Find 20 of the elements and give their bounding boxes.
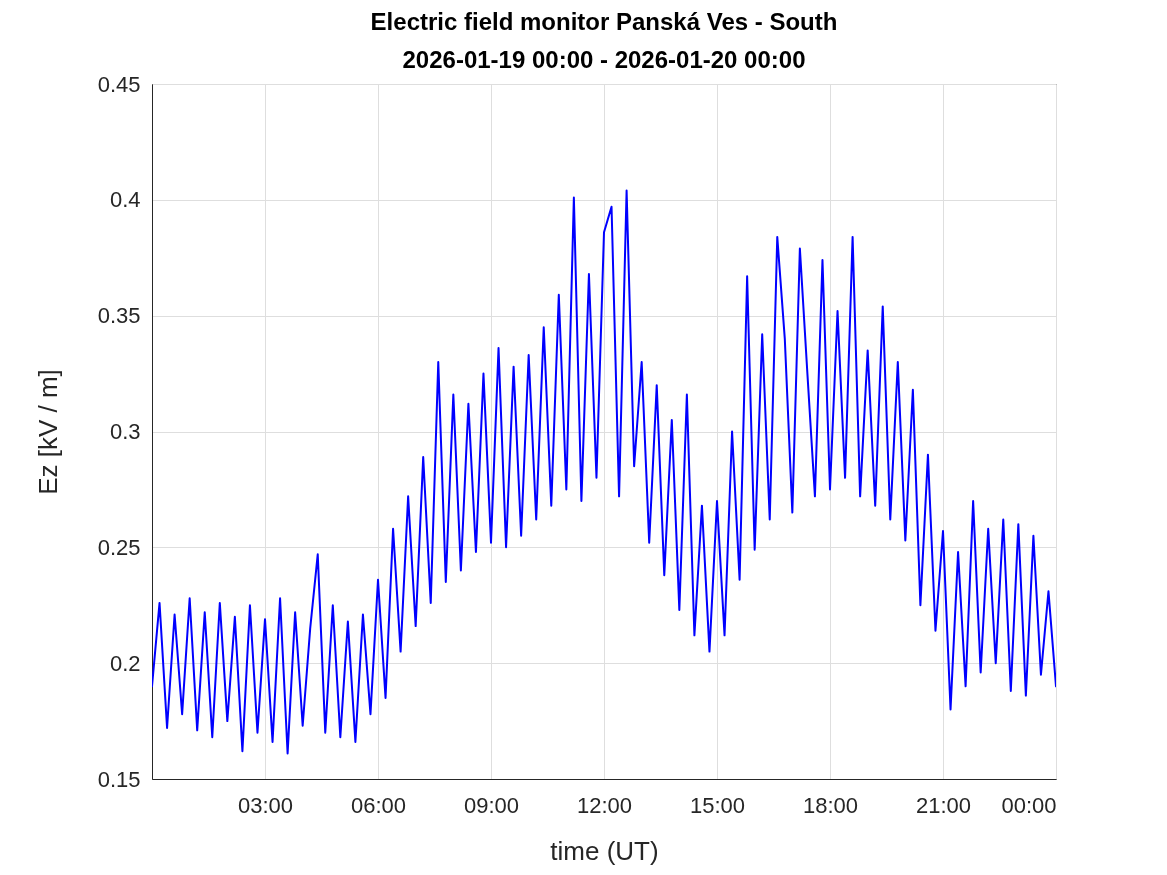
x-tick-label: 00:00 — [1001, 792, 1057, 818]
x-tick-label: 18:00 — [802, 792, 859, 818]
y-tick-label: 0.4 — [109, 187, 141, 213]
line-series — [152, 189, 1056, 755]
chart-subtitle: 2026-01-19 00:00 - 2026-01-20 00:00 — [402, 46, 806, 73]
y-tick-label: 0.3 — [109, 419, 141, 444]
x-tick-label: 06:00 — [350, 792, 407, 818]
x-tick-label: 21:00 — [915, 792, 972, 818]
chart-title: Electric field monitor Panská Ves - South — [370, 8, 838, 35]
x-tick-label: 03:00 — [237, 792, 294, 818]
x-tick-label: 15:00 — [689, 792, 746, 818]
y-tick-label: 0.45 — [97, 71, 141, 97]
y-tick-label: 0.35 — [97, 303, 141, 329]
y-tick-label: 0.25 — [97, 534, 141, 560]
x-tick-label: 09:00 — [463, 792, 520, 818]
y-tick-label: 0.2 — [109, 650, 141, 676]
y-tick-label: 0.15 — [97, 766, 141, 792]
x-axis-title: time (UT) — [550, 835, 659, 866]
y-axis-title: Ez [kV / m] — [32, 369, 63, 495]
x-tick-label: 12:00 — [576, 792, 633, 818]
